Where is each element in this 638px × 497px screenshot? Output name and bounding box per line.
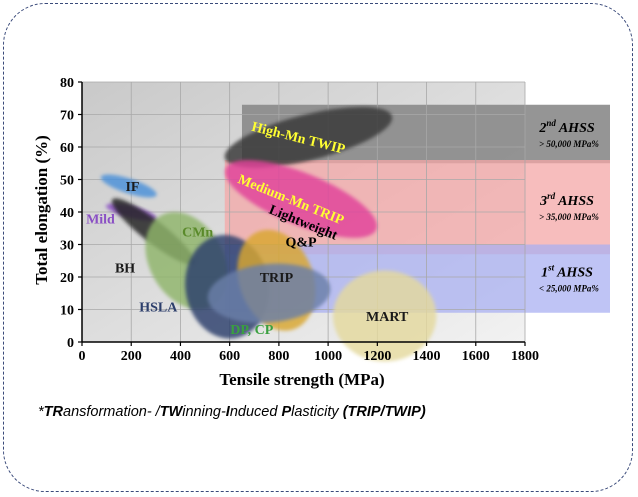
band-label-title: 3rd AHSS — [539, 191, 594, 209]
x-tick-label: 200 — [121, 349, 142, 364]
x-tick-label: 1200 — [363, 349, 391, 364]
rounded-dashed-frame — [3, 3, 633, 492]
region-label-q-p: Q&P — [285, 235, 317, 250]
band-label-title: 1st AHSS — [541, 263, 593, 281]
x-tick-label: 400 — [170, 349, 191, 364]
region-dp-cp — [207, 263, 331, 323]
y-tick-label: 30 — [60, 239, 74, 254]
x-tick-label: 600 — [219, 349, 240, 364]
x-tick-label: 0 — [79, 349, 86, 364]
y-tick-label: 20 — [60, 271, 74, 286]
footnote-prefix: * — [38, 404, 44, 420]
region-label-trip: TRIP — [260, 271, 294, 286]
axes: 0 200 400 600 800 1000 1200 1400 1600 1800 0 10 20 30… — [60, 76, 539, 364]
region-label-dp-cp: DP, CP — [230, 323, 273, 338]
x-tick-label: 1800 — [511, 349, 539, 364]
footnote-part: TR — [43, 404, 63, 420]
band-labels: 2nd AHSS > 50,000 MPa% 3rd AHSS > 35,000 MP… — [538, 118, 599, 294]
y-tick-label: 60 — [60, 141, 74, 156]
band-label-detail: > 35,000 MPa% — [539, 212, 599, 222]
region-label-bh: BH — [115, 261, 135, 276]
y-tick-label: 80 — [60, 76, 74, 91]
footnote-part: I — [225, 404, 230, 420]
footnote-part: P — [281, 404, 292, 420]
band-label-detail: > 50,000 MPa% — [539, 139, 599, 149]
y-tick-label: 0 — [67, 336, 74, 351]
x-tick-label: 1000 — [314, 349, 342, 364]
y-tick-label: 40 — [60, 206, 74, 221]
x-tick-label: 800 — [268, 349, 289, 364]
y-tick-label: 50 — [60, 174, 74, 189]
footnote-part: inning- — [182, 404, 226, 420]
region-if — [100, 174, 157, 198]
x-tick-label: 1400 — [413, 349, 441, 364]
band-label-title: 2nd AHSS — [538, 118, 595, 136]
y-tick-label: 70 — [60, 109, 74, 124]
footnote-part: ansformation- / — [63, 404, 160, 420]
elongation-strength-chart: 0 200 400 600 800 1000 1200 1400 1600 1800 0 10 20 30… — [32, 76, 610, 389]
footnote-part: TW — [159, 404, 183, 420]
footnote: *TRansformation- /TWinning-Induced Plast… — [38, 404, 426, 420]
x-tick-label: 1600 — [462, 349, 490, 364]
region-label-mild: Mild — [86, 213, 115, 228]
region-label-hsla: HSLA — [139, 300, 178, 315]
region-high-mn-twip — [224, 106, 393, 168]
footnote-part: nduced — [229, 404, 282, 420]
footnote-part: lasticity — [291, 404, 343, 420]
region-label-if: IF — [125, 180, 139, 195]
footnote-part: (TRIP/TWIP) — [342, 404, 426, 420]
region-label-mart: MART — [366, 310, 409, 325]
y-tick-label: 10 — [60, 304, 74, 319]
region-label-cmn: CMn — [182, 226, 213, 241]
band-label-detail: < 25,000 MPa% — [539, 284, 599, 294]
y-axis-label: Total elongation (%) — [32, 135, 51, 285]
region-medium-mn-trip — [225, 160, 377, 238]
steel-regions — [100, 106, 437, 362]
x-axis-label: Tensile strength (MPa) — [219, 370, 384, 389]
region-mart — [333, 270, 437, 362]
